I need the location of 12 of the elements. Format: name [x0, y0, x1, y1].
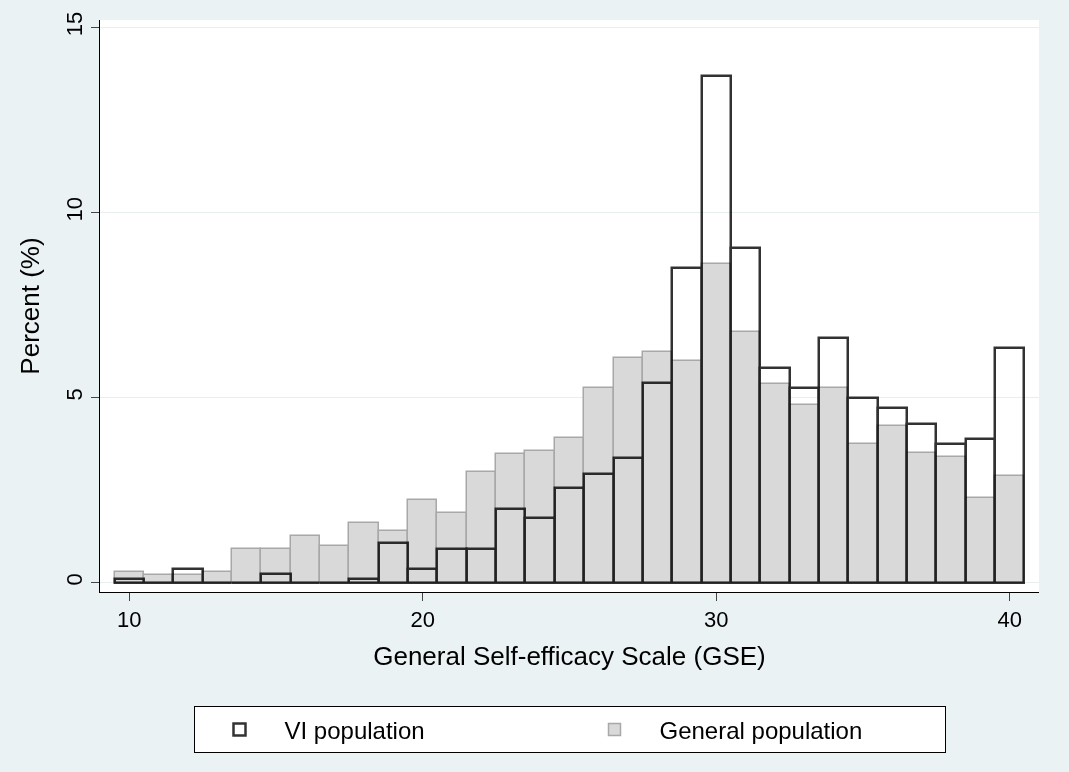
- x-tick-label: 40: [997, 607, 1022, 633]
- y-tick-label: 0: [62, 573, 88, 586]
- x-axis-title: General Self-efficacy Scale (GSE): [373, 641, 766, 672]
- y-tick-label: 5: [62, 388, 88, 401]
- legend-label: VI population: [284, 716, 425, 744]
- x-tick-label: 20: [410, 607, 436, 633]
- y-axis-title: Percent (%): [14, 237, 45, 375]
- y-tick-label: 15: [62, 11, 88, 37]
- x-tick-label: 10: [117, 607, 142, 633]
- x-tick-label: 30: [703, 607, 729, 633]
- legend-label: General population: [659, 716, 863, 744]
- y-tick-label: 10: [62, 196, 88, 222]
